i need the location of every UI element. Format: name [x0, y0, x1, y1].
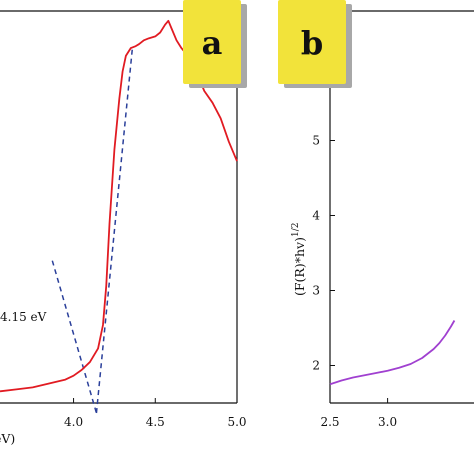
badge-b-label: b: [301, 24, 323, 62]
panel-b-y-axis-title: (F(R)*hv)1/2: [291, 223, 307, 296]
panel-a-annotation-pointer: [51, 260, 98, 414]
panel-b-y-tick-label: 3: [312, 284, 320, 298]
panel-b-y-tick-label: 4: [312, 209, 320, 223]
badge-a-label: a: [202, 24, 223, 62]
badge-a: a: [183, 0, 247, 88]
panel-b-y-tick-label: 5: [312, 134, 320, 148]
panel-b-y-axis-title-superscript: 1/2: [291, 223, 301, 237]
panel-a-x-axis-title: eV): [0, 431, 15, 446]
panel-a-baseline-tangent: [51, 260, 98, 414]
panel-b-ticks: 2.53.023456: [312, 59, 397, 430]
panel-b-series: [329, 320, 456, 386]
panel-b: 2.53.023456 (F(R)*hv)1/2: [291, 10, 474, 430]
badge-b: b: [278, 0, 352, 88]
panel-a-tangent: [95, 48, 134, 414]
badge-b-box: [278, 0, 346, 84]
panel-b-x-tick-label: 3.0: [378, 415, 397, 429]
panel-b-x-tick-label: 2.5: [320, 415, 339, 429]
panel-a-x-tick-label: 5.0: [227, 415, 246, 429]
panel-a-x-tick-label: 4.0: [64, 415, 83, 429]
panel-b-y-axis-title-main: (F(R)*hv): [292, 237, 307, 296]
panel-a-annotation: 4.15 eV: [0, 310, 47, 324]
panel-a-ticks: 4.0 4.5 5.0: [64, 398, 247, 429]
panel-a-edge-tangent-line: [95, 48, 134, 414]
panel-b-purple-series-line: [329, 320, 456, 386]
panel-b-y-tick-label: 2: [312, 359, 320, 373]
badge-a-box: [183, 0, 241, 84]
panel-a-x-tick-label: 4.5: [146, 415, 165, 429]
